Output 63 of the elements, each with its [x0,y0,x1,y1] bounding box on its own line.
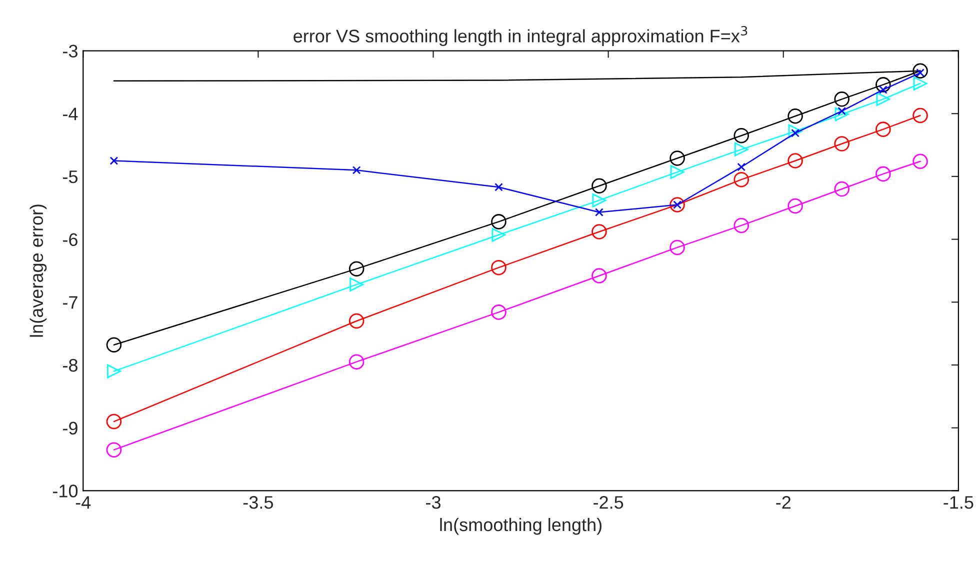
point [876,92,890,106]
y-tick-label: -4 [63,108,78,120]
point [491,260,506,276]
x-tick-label: -4 [76,496,91,509]
y-tick-label: -8 [63,358,78,372]
point [670,240,685,256]
point [876,77,891,92]
point [878,86,888,94]
point [491,214,506,230]
point [491,304,506,320]
x-tick-label: -2.5 [594,496,624,509]
y-tick-label: -9 [63,422,78,435]
point [492,228,506,242]
x-axis-title: ln(smoothing length) [440,518,602,535]
point [912,108,928,124]
point [912,63,928,79]
x-tick-label: -3 [426,496,440,509]
point [592,268,607,284]
point [788,124,802,138]
point [670,165,684,179]
point [834,92,850,107]
chart-title: error VS smoothing length in integral approximation F=x$^{3}$ [294,26,748,46]
point [834,107,849,122]
point [834,181,850,197]
y-tick-label: -7 [63,296,78,309]
point [592,193,606,208]
point [876,166,891,182]
point [834,136,850,152]
point [106,337,122,353]
point [737,162,746,172]
x-tick-label: -2 [776,496,790,509]
point [348,313,364,329]
y-tick-label: -10 [52,484,78,498]
point [494,182,503,192]
point [106,414,122,430]
point [670,197,685,212]
point [592,178,607,194]
point [912,154,928,170]
point [348,261,364,276]
point [734,142,748,156]
point [670,150,685,166]
point [913,76,928,90]
point [788,108,803,124]
y-tick-label: -6 [63,233,78,246]
point [106,364,121,378]
point [110,156,118,165]
point [734,218,749,234]
point [592,224,607,240]
y-tick-label: -5 [63,170,78,184]
point [350,278,364,292]
point [106,442,122,458]
point [352,166,361,174]
point [788,153,803,168]
point [348,354,364,370]
point [788,198,803,214]
point [734,172,749,188]
point [734,128,749,144]
point [876,122,891,137]
x-tick-label: -3.5 [243,496,273,509]
y-tick-label: -3 [63,44,78,58]
point [595,208,604,216]
x-tick-label: -1.5 [944,496,974,509]
y-axis-title: ln(average error) [30,204,47,337]
